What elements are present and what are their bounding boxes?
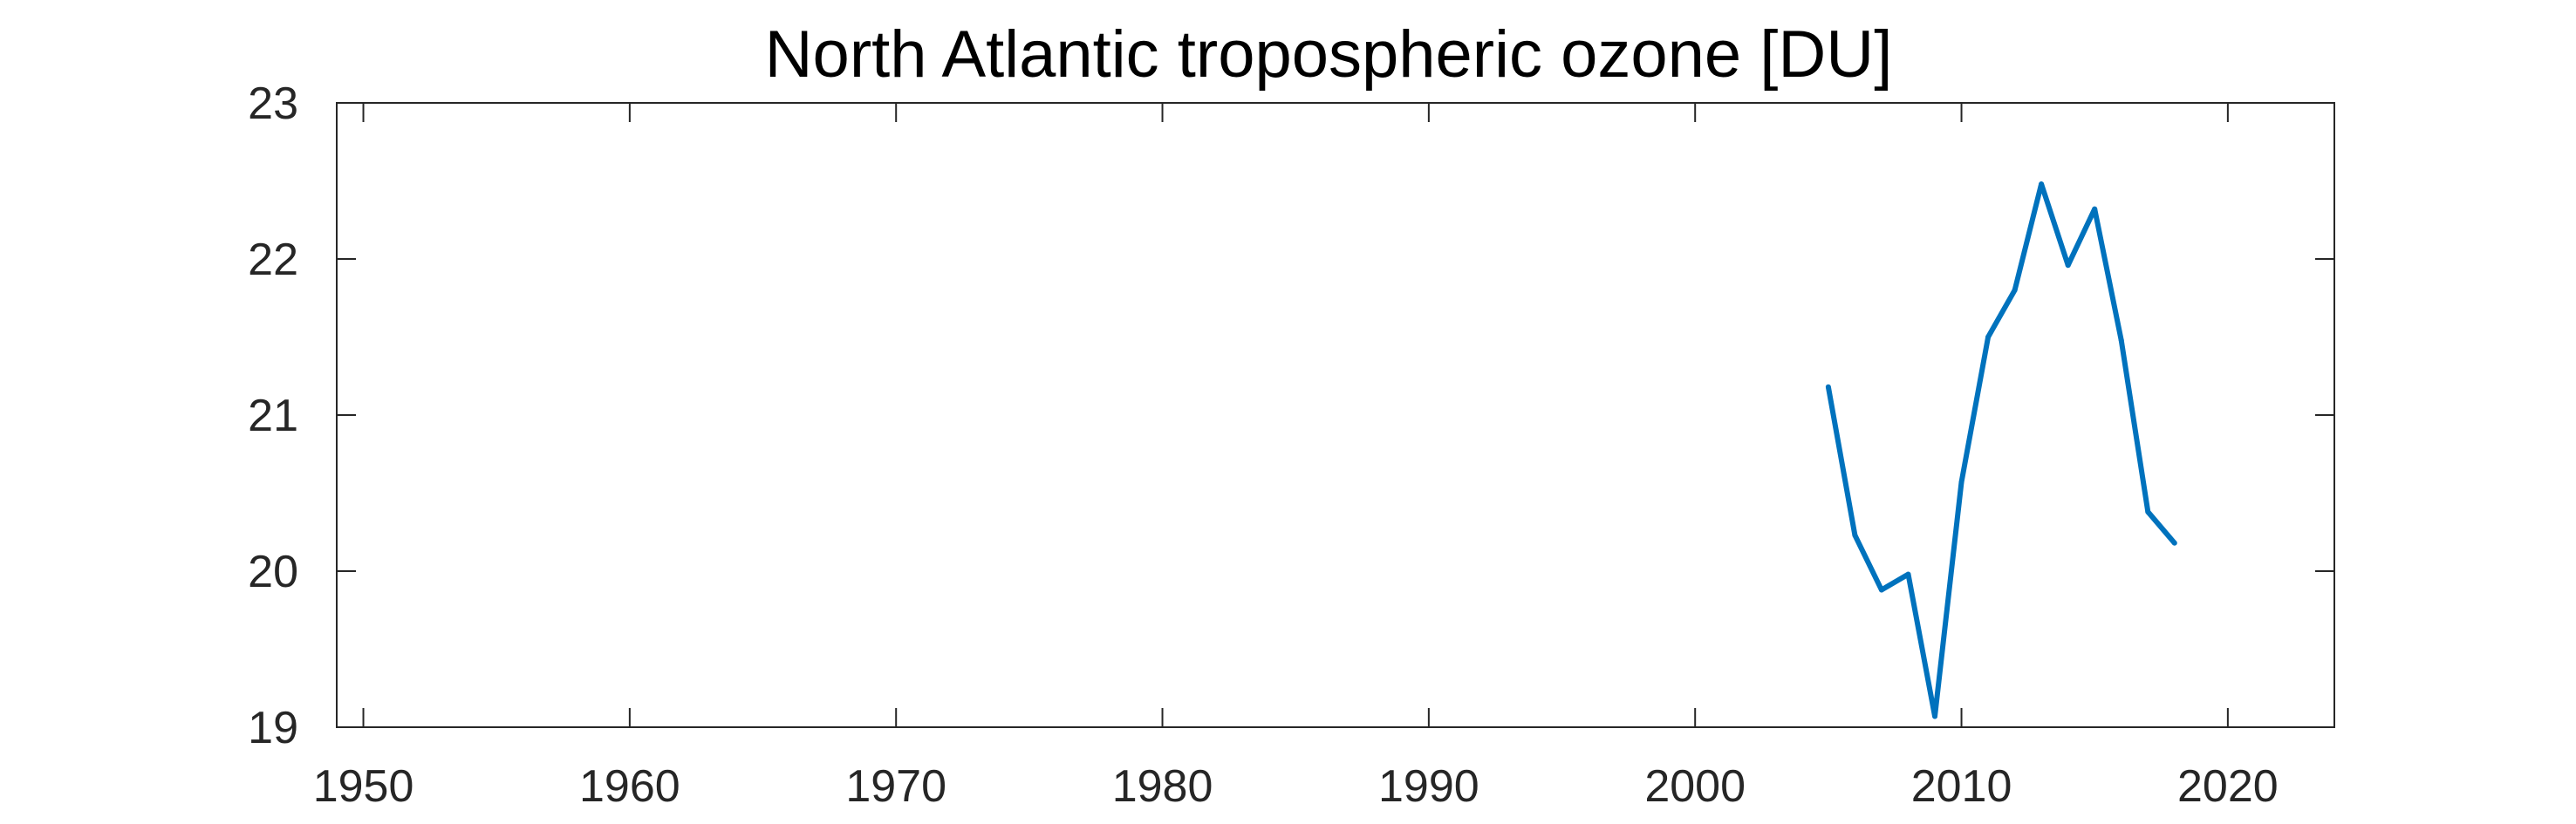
data-point [1985,334,1992,340]
chart-title: North Atlantic tropospheric ozone [DU] [765,17,1893,92]
data-point [1958,479,1964,485]
data-point [1878,587,1884,593]
y-tick-label: 22 [248,235,298,285]
data-point [2039,181,2045,187]
series-line-0 [1825,181,2177,719]
data-point [1905,571,1911,577]
x-axis: 1950 1960 1970 1980 1990 2000 2010 2020 [313,103,2279,812]
data-point [2065,262,2071,269]
x-tick-label: 1950 [313,761,414,812]
data-point [1825,384,1831,390]
x-tick-label: 1970 [845,761,946,812]
data-point [2171,540,2177,546]
data-point [2118,337,2124,344]
data-point [2145,508,2151,514]
x-tick-label: 1990 [1378,761,1479,812]
x-tick-label: 2020 [2177,761,2279,812]
x-tick-label: 1960 [579,761,680,812]
y-tick-label: 19 [248,703,298,753]
x-tick-label: 2000 [1644,761,1746,812]
y-tick-label: 20 [248,547,298,597]
y-tick-label: 21 [248,391,298,441]
x-tick-label: 2010 [1911,761,2012,812]
data-point [1932,713,1937,719]
data-point [2092,206,2098,212]
data-point [1852,532,1858,538]
x-tick-label: 1980 [1112,761,1213,812]
series-layer [1825,181,2177,719]
y-axis: 19 20 21 22 23 [248,78,2334,753]
y-tick-label: 23 [248,78,298,129]
data-point [2012,287,2018,293]
